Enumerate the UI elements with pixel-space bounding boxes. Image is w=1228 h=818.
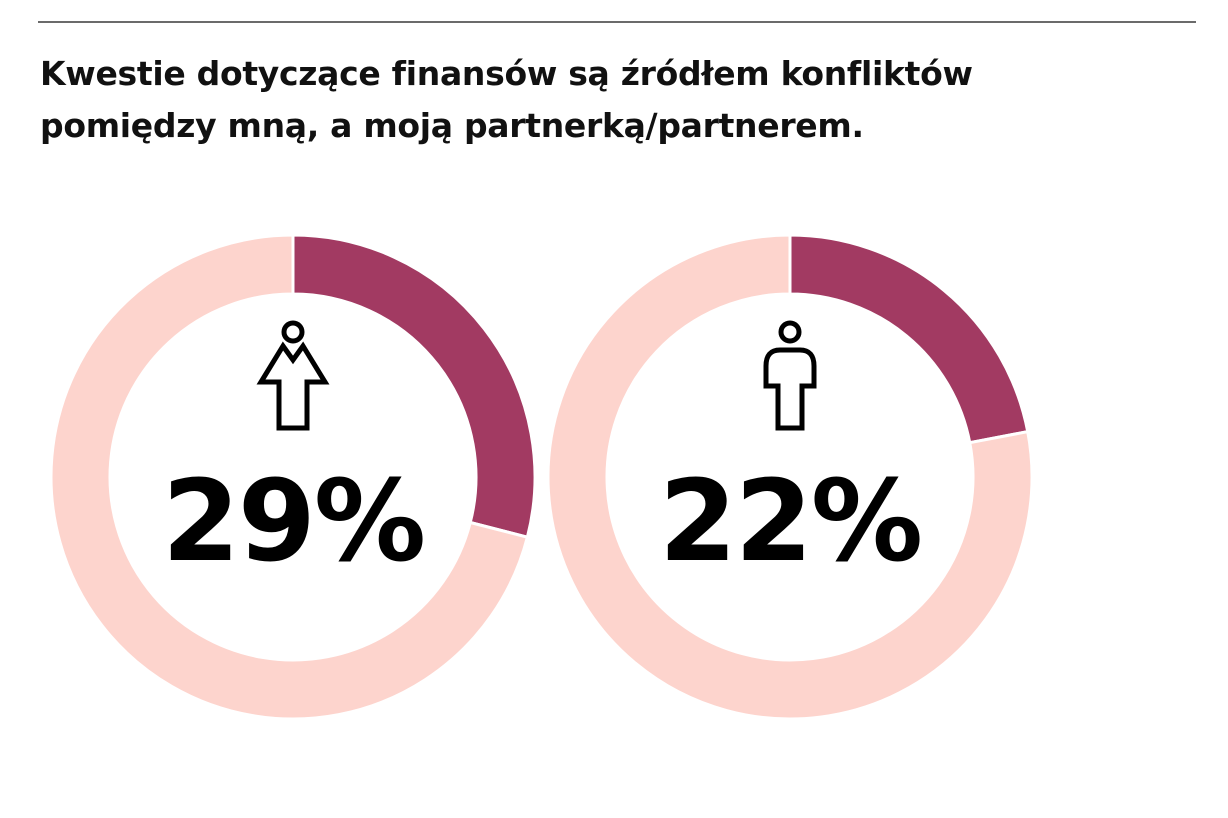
donut-svg-men (547, 234, 1033, 720)
man-icon (750, 320, 830, 432)
top-divider (38, 21, 1196, 23)
donut-segment-remainder (547, 234, 1033, 720)
donut-segment-value (291, 234, 536, 540)
donut-svg-women (50, 234, 536, 720)
donut-segments (547, 234, 1033, 720)
percentage-label: 22% (658, 457, 923, 587)
donut-chart-men: 22% (547, 234, 1033, 720)
donut-segments (50, 234, 536, 720)
woman-icon (253, 320, 333, 432)
chart-title: Kwestie dotyczące finansów są źródłem ko… (40, 54, 973, 145)
percentage-label: 29% (161, 457, 426, 587)
donut-chart-women: 29% (50, 234, 536, 720)
donut-segment-remainder (50, 234, 530, 720)
